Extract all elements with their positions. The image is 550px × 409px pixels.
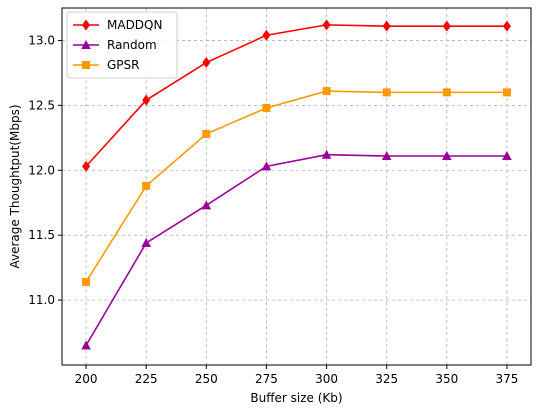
data-point-diamond-marker <box>442 20 451 32</box>
x-tick-label: 325 <box>375 372 398 386</box>
legend-item: MADDQN <box>73 18 162 32</box>
data-point-triangle-marker <box>502 150 512 160</box>
x-tick-label: 250 <box>195 372 218 386</box>
data-point-square-marker <box>442 88 451 97</box>
legend-triangle-marker <box>81 40 91 49</box>
data-point-diamond-marker <box>262 29 271 41</box>
x-tick-label: 300 <box>315 372 338 386</box>
data-point-triangle-marker <box>81 340 91 350</box>
series-line <box>85 90 507 283</box>
x-tick-label: 350 <box>435 372 458 386</box>
data-point-triangle-marker <box>261 161 272 171</box>
x-tick-label: 275 <box>255 372 278 386</box>
series-random <box>81 149 512 350</box>
y-tick-label: 12.5 <box>28 98 55 112</box>
y-tick-label: 12.0 <box>28 163 55 177</box>
y-axis-label: Average Thoughtput(Mbps) <box>8 104 22 268</box>
data-point-diamond-marker <box>382 20 391 32</box>
data-point-triangle-marker <box>141 237 151 247</box>
data-series <box>81 19 512 350</box>
legend-box <box>66 11 178 79</box>
data-point-square-marker <box>142 181 151 190</box>
x-tick-label: 375 <box>495 372 518 386</box>
series-gpsr <box>82 87 511 286</box>
data-point-diamond-marker <box>322 19 331 31</box>
legend-item: Random <box>73 38 157 52</box>
x-axis-label: Buffer size (Kb) <box>250 391 342 405</box>
series-line <box>85 24 507 167</box>
series-maddqn <box>82 19 511 172</box>
plot-frame <box>61 7 532 366</box>
data-point-square-marker <box>202 129 211 138</box>
data-point-triangle-marker <box>381 150 392 160</box>
x-tick-label: 200 <box>75 372 98 386</box>
data-point-diamond-marker <box>502 20 511 32</box>
data-point-square-marker <box>322 87 331 96</box>
x-tick-label: 225 <box>135 372 158 386</box>
data-point-triangle-marker <box>321 149 332 159</box>
data-point-square-marker <box>502 88 511 97</box>
data-point-square-marker <box>262 103 271 112</box>
data-point-diamond-marker <box>142 94 151 106</box>
data-point-diamond-marker <box>82 160 91 172</box>
axis-ticks: 200 225 250 275 300 325 350 375 11.0 11.5 12.0 12.5… <box>28 33 518 386</box>
y-tick-label: 13.0 <box>28 33 55 47</box>
legend-label: MADDQN <box>107 18 162 32</box>
legend-square-marker <box>82 61 90 69</box>
legend-diamond-marker <box>82 19 90 31</box>
data-point-square-marker <box>382 88 391 97</box>
y-tick-label: 11.5 <box>28 228 55 242</box>
y-tick-label: 11.0 <box>28 293 55 307</box>
legend-label: Random <box>107 38 157 52</box>
data-point-square-marker <box>82 277 91 286</box>
legend-item: GPSR <box>73 58 140 72</box>
series-line <box>85 153 507 346</box>
data-point-triangle-marker <box>442 150 452 160</box>
data-point-triangle-marker <box>201 200 212 210</box>
legend: MADDQN Random GPSR <box>66 11 178 79</box>
data-point-diamond-marker <box>202 57 211 69</box>
legend-label: GPSR <box>107 58 140 72</box>
